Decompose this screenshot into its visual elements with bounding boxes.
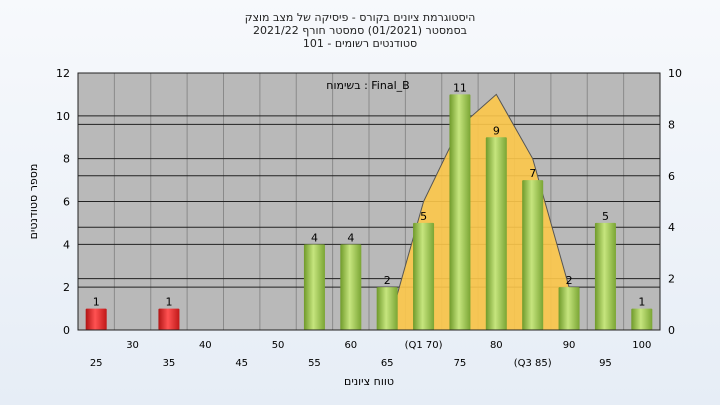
y-axis-tick-label: 2 xyxy=(63,281,70,294)
y2-axis-tick-label: 2 xyxy=(668,273,675,286)
x-axis-tick-label: (Q3 85) xyxy=(514,358,552,369)
bar-value-label: 4 xyxy=(347,231,354,244)
x-axis-tick-label: 25 xyxy=(90,358,103,369)
y2-axis-tick-label: 0 xyxy=(668,324,675,337)
y2-axis-tick-label: 8 xyxy=(668,118,675,131)
histogram-bar xyxy=(376,287,398,330)
bar-value-label: 9 xyxy=(493,124,500,137)
chart-title-line-2: בסמסטר (01/2021) סמסטר חורף 2021/22 xyxy=(253,24,467,37)
chart-title-line-1: היסטוגרמת ציונים בקורס - פיסיקה של מצב מ… xyxy=(244,11,476,24)
x-axis-tick-label: 50 xyxy=(272,340,285,351)
x-axis-tick-label: 40 xyxy=(199,340,212,351)
histogram-bar xyxy=(158,308,180,330)
x-axis-tick-label: 30 xyxy=(126,340,139,351)
y2-axis-tick-label: 10 xyxy=(668,67,682,80)
x-axis-tick-label: 90 xyxy=(563,340,576,351)
bar-value-label: 2 xyxy=(566,274,573,287)
bar-value-label: 11 xyxy=(453,81,467,94)
bar-value-label: 7 xyxy=(529,167,536,180)
y-axis-tick-label: 8 xyxy=(63,153,70,166)
x-axis-tick-label: 95 xyxy=(599,358,612,369)
x-axis-tick-label: 65 xyxy=(381,358,394,369)
histogram-bar xyxy=(594,222,616,330)
y-axis-tick-label: 4 xyxy=(63,238,70,251)
x-axis-tick-label: 55 xyxy=(308,358,321,369)
bar-value-label: 4 xyxy=(311,231,318,244)
x-axis-tick-label: 45 xyxy=(235,358,248,369)
y2-axis-tick-label: 4 xyxy=(668,221,675,234)
bar-value-label: 1 xyxy=(93,296,100,309)
chart-annotation: בשימוח : Final_B xyxy=(326,79,409,92)
x-axis-title: טווח ציונים xyxy=(344,375,394,388)
y-axis-title: מספר סטודנטים xyxy=(27,164,40,240)
histogram-bar xyxy=(485,137,507,330)
histogram-bar xyxy=(631,308,653,330)
histogram-bar xyxy=(413,222,435,330)
bar-value-label: 1 xyxy=(165,296,172,309)
chart-title-line-3: סטודנטים רשומים - 101 xyxy=(302,37,418,50)
x-axis-tick-label: 80 xyxy=(490,340,503,351)
y-axis-tick-label: 10 xyxy=(56,110,70,123)
x-axis-tick-label: 60 xyxy=(344,340,357,351)
histogram-bar xyxy=(522,180,544,330)
histogram-bar xyxy=(449,94,471,331)
x-axis-tick-label: (Q1 70) xyxy=(405,340,443,351)
y2-axis-tick-label: 6 xyxy=(668,170,675,183)
plot-border xyxy=(77,72,661,331)
bar-value-label: 5 xyxy=(420,210,427,223)
histogram-bar xyxy=(303,244,325,330)
bar-value-label: 5 xyxy=(602,210,609,223)
histogram-bar xyxy=(558,287,580,330)
y-axis-tick-label: 12 xyxy=(56,67,70,80)
y-axis-tick-label: 6 xyxy=(63,196,70,209)
bar-value-label: 2 xyxy=(384,274,391,287)
x-axis-tick-label: 75 xyxy=(454,358,467,369)
bar-value-label: 1 xyxy=(638,296,645,309)
x-axis-tick-label: 35 xyxy=(163,358,176,369)
x-axis-tick-label: 100 xyxy=(632,340,651,351)
histogram-bar xyxy=(85,308,107,330)
histogram-bar xyxy=(340,244,362,330)
y-axis-tick-label: 0 xyxy=(63,324,70,337)
